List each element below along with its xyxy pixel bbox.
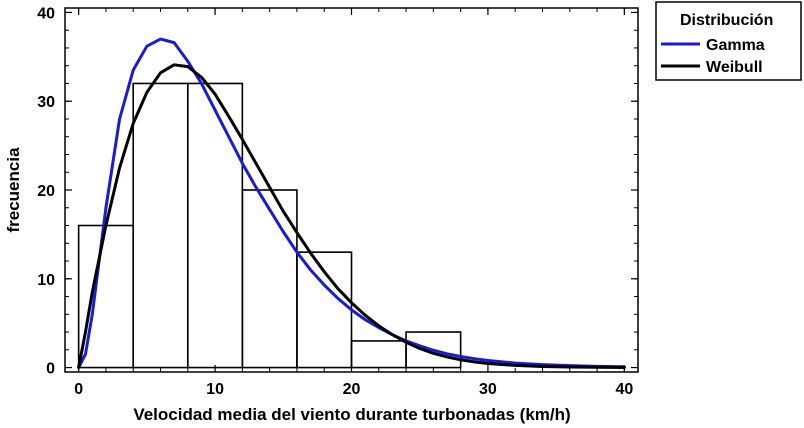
legend-label-gamma: Gamma [706,37,765,54]
histogram-bar [350,340,407,369]
legend: Distribución Gamma Weibull [655,1,802,81]
y-tick-label: 40 [37,5,55,22]
histogram-bars [77,82,462,369]
legend-title: Distribución [680,12,773,29]
fitted-curves [77,37,626,370]
legend-label-weibull: Weibull [706,59,763,76]
y-tick-label: 30 [37,94,55,111]
y-tick-label: 20 [37,183,55,200]
x-tick-label: 20 [343,381,361,398]
x-axis-title: Velocidad media del viento durante turbo… [133,405,570,424]
histogram-bar [132,82,189,369]
series-line-gamma [77,37,626,370]
y-tick-label: 10 [37,272,55,289]
histogram-bar [405,331,462,369]
x-tick-label: 40 [615,381,633,398]
series-line-weibull [77,63,626,370]
x-tick-label: 0 [74,381,83,398]
tick-labels: 0 10 20 30 40 0 10 20 30 40 [37,5,633,398]
x-tick-label: 30 [479,381,497,398]
histogram-bar [241,189,298,369]
y-axis-title: frecuencia [4,147,23,233]
x-tick-label: 10 [206,381,224,398]
y-tick-label: 0 [46,361,55,378]
